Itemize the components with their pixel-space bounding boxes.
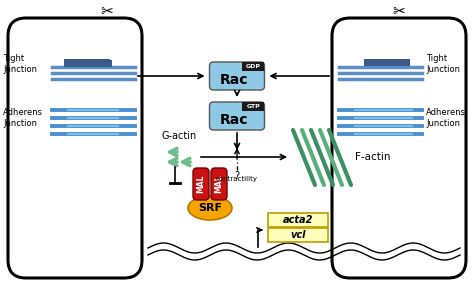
FancyBboxPatch shape — [332, 18, 466, 278]
Bar — [64, 59, 110, 66]
Bar — [268, 228, 328, 242]
Bar — [64, 60, 112, 67]
Text: acta2: acta2 — [283, 215, 313, 225]
FancyBboxPatch shape — [193, 168, 209, 200]
Bar — [364, 59, 410, 66]
Text: ✂: ✂ — [392, 5, 405, 19]
Ellipse shape — [188, 196, 232, 220]
Text: Tight
Junction: Tight Junction — [426, 54, 460, 74]
Text: MAL: MAL — [215, 175, 224, 193]
Text: GDP: GDP — [246, 64, 261, 69]
Text: vcl: vcl — [290, 230, 306, 240]
Bar — [243, 102, 264, 111]
Text: G-actin: G-actin — [162, 131, 197, 141]
Text: F-actin: F-actin — [355, 152, 391, 162]
Text: MAL: MAL — [197, 175, 206, 193]
Text: Adherens
Junction: Adherens Junction — [426, 108, 466, 128]
Text: SRF: SRF — [198, 203, 222, 213]
Text: ?: ? — [235, 171, 239, 181]
Bar — [268, 213, 328, 227]
Text: Tight
Junction: Tight Junction — [3, 54, 37, 74]
Text: Adherens
Junction: Adherens Junction — [3, 108, 43, 128]
Text: contractility: contractility — [216, 176, 258, 182]
FancyBboxPatch shape — [210, 62, 264, 90]
Text: ✂: ✂ — [100, 5, 113, 19]
Text: Rac: Rac — [220, 113, 248, 127]
FancyBboxPatch shape — [210, 102, 264, 130]
FancyBboxPatch shape — [8, 18, 142, 278]
Bar — [243, 62, 264, 71]
FancyBboxPatch shape — [211, 168, 227, 200]
Text: GTP: GTP — [246, 104, 260, 109]
Text: Rac: Rac — [220, 73, 248, 87]
